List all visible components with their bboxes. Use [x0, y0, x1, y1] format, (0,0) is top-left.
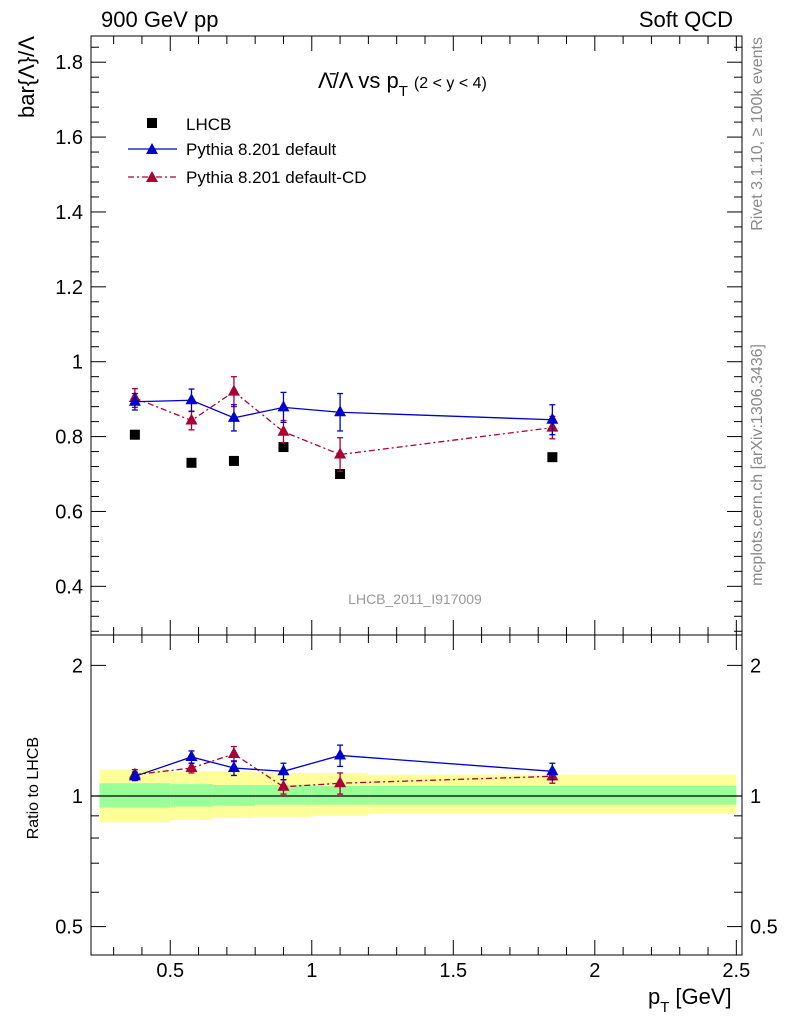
main-y-tick-label: 0.6: [55, 501, 83, 523]
main-y-tick-label: 0.8: [55, 427, 83, 449]
ratio-cd-point: [334, 776, 347, 788]
main-y-tick-label: 0.4: [55, 576, 83, 598]
legend: LHCB Pythia 8.201 default Pythia 8.201 d…: [128, 115, 367, 187]
lhcb-point: [228, 455, 239, 466]
legend-marker-default: [146, 143, 158, 154]
lhcb-point: [186, 457, 197, 468]
ratio-cd-line: [134, 753, 553, 788]
ratio-default-point: [277, 764, 290, 776]
x-tick-label: 2: [589, 960, 600, 982]
watermark: LHCB_2011_I917009: [348, 591, 482, 607]
default-point: [128, 394, 141, 406]
lhcb-point: [335, 469, 346, 480]
main-y-tick-label: 1.4: [55, 202, 83, 224]
main-y-tick-label: 1: [72, 352, 83, 374]
cd-point: [334, 447, 347, 459]
ratio-default-point: [546, 764, 559, 776]
legend-marker-lhcb: [147, 118, 157, 128]
x-tick-label: 0.5: [156, 960, 184, 982]
main-y-tick-label: 1.8: [55, 52, 83, 74]
ratio-y-tick-label-right: 2: [750, 655, 761, 677]
x-tick-label: 2.5: [722, 960, 750, 982]
legend-label-default: Pythia 8.201 default: [186, 140, 337, 159]
ratio-default-point: [128, 769, 141, 781]
ratio-ylabel: Ratio to LHCB: [25, 737, 42, 839]
main-title-text: Λ̄/Λ vs p: [318, 68, 399, 93]
ratio-cd-point: [277, 779, 290, 791]
default-point: [277, 400, 290, 412]
default-point: [227, 410, 240, 422]
ratio-band-inner: [368, 785, 737, 805]
ratio-y-tick-label-left: 1: [72, 786, 83, 808]
header-left: 900 GeV pp: [101, 7, 218, 32]
default-point: [334, 405, 347, 417]
side-label-rivet: Rivet 3.1.10, ≥ 100k events: [749, 37, 766, 231]
lhcb-point: [278, 442, 289, 453]
cd-point: [227, 384, 240, 396]
legend-label-lhcb: LHCB: [186, 115, 231, 134]
legend-marker-cd: [146, 171, 158, 182]
cd-line: [134, 390, 553, 456]
x-axis-label-unit: [GeV]: [675, 984, 731, 1009]
x-axis-label-p: p: [648, 984, 660, 1009]
cd-point: [185, 413, 198, 425]
ratio-default-point: [334, 748, 347, 760]
plot-layer: 0.40.60.811.21.41.61.80.5 1 1.5 2 2.50.5 0.51…: [55, 35, 778, 982]
main-title-range: (2 < y < 4): [414, 75, 487, 92]
default-point: [546, 412, 559, 424]
ratio-default-point: [185, 749, 198, 761]
default-point: [185, 393, 198, 405]
main-title-sub: T: [399, 83, 408, 100]
x-axis-label-sub: T: [660, 999, 669, 1016]
main-title: Λ̄/Λ vs pT (2 < y < 4): [318, 68, 487, 100]
x-axis-label: pT [GeV]: [648, 984, 732, 1016]
lhcb-point: [129, 429, 140, 440]
ratio-plot-frame: [90, 634, 743, 956]
ratio-cd-point: [185, 761, 198, 773]
header-right: Soft QCD: [639, 7, 733, 32]
main-y-tick-label: 1.2: [55, 277, 83, 299]
ratio-band-inner: [311, 785, 369, 805]
ratio-y-tick-label-left: 2: [72, 655, 83, 677]
main-ylabel: bar{Λ}/Λ: [14, 36, 39, 118]
x-tick-label: 1.5: [439, 960, 467, 982]
default-line: [134, 399, 553, 421]
x-tick-label: 1: [306, 960, 317, 982]
ratio-y-tick-label-right: 0.5: [750, 917, 778, 939]
ratio-cd-point: [227, 746, 240, 758]
ratio-y-tick-label-left: 0.5: [55, 917, 83, 939]
main-y-tick-label: 1.6: [55, 127, 83, 149]
ratio-band-inner: [212, 785, 256, 806]
lhcb-point: [547, 452, 558, 463]
ratio-default-point: [227, 761, 240, 773]
ratio-band-inner: [255, 785, 312, 805]
cd-point: [277, 424, 290, 436]
ratio-default-line: [134, 754, 553, 777]
side-label-site: mcplots.cern.ch [arXiv:1306.3436]: [749, 344, 766, 586]
ratio-y-tick-label-right: 1: [750, 786, 761, 808]
legend-label-cd: Pythia 8.201 default-CD: [186, 168, 367, 187]
